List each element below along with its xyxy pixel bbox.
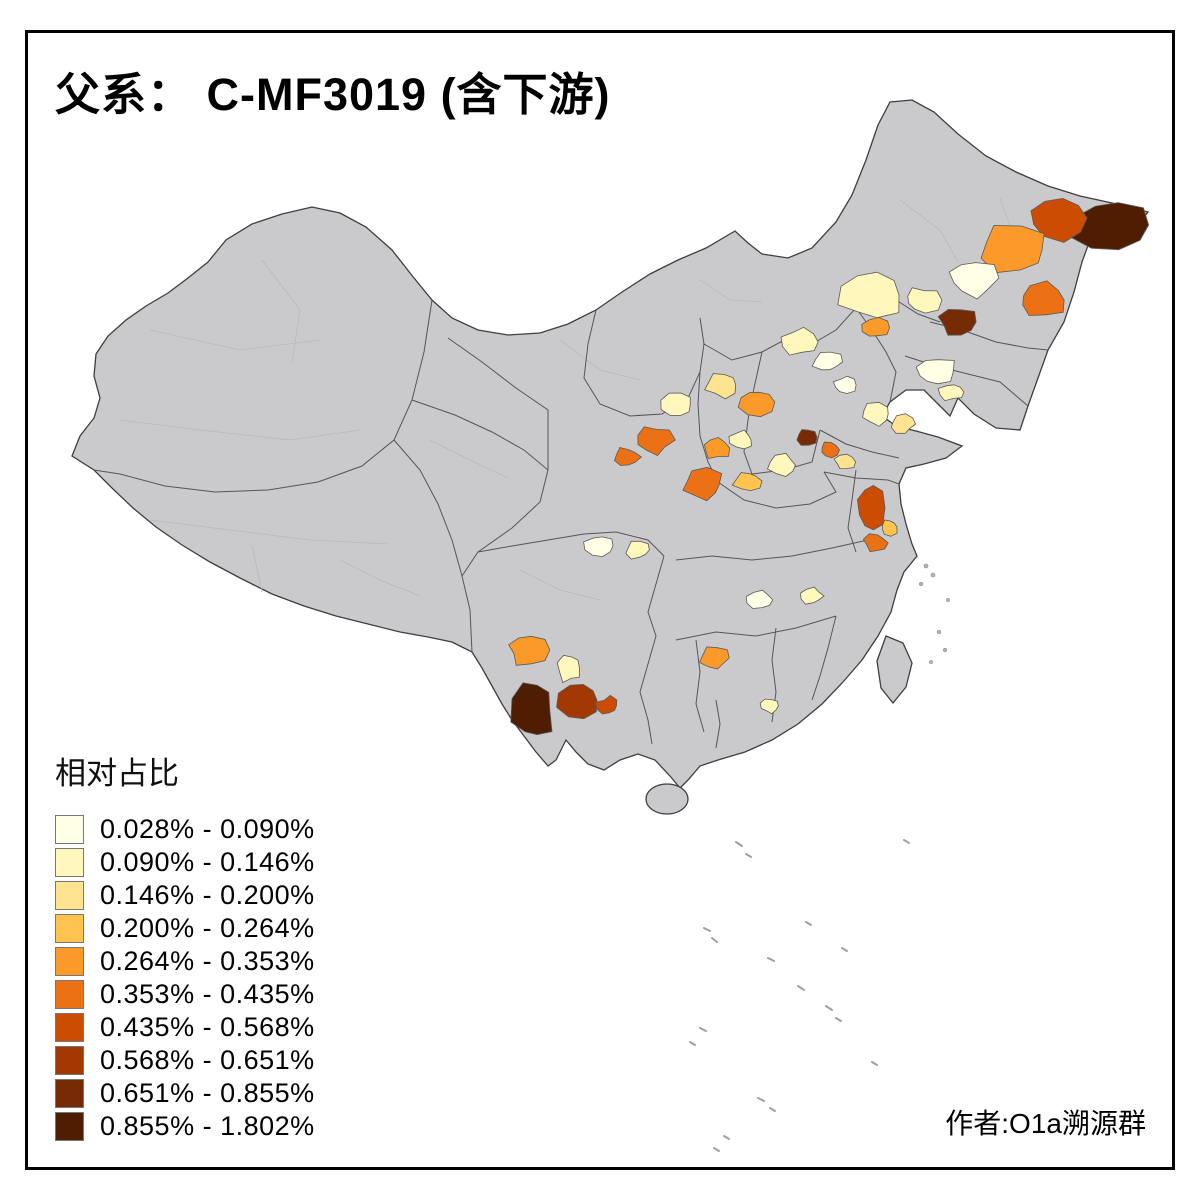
map-region-jilin-east-dark [937,308,977,336]
map-region-beijing-south-pale [832,375,857,394]
legend-class-label: 0.264% - 0.353% [100,946,315,976]
legend-swatch [55,1079,84,1108]
map-region-inner-mongolia-east-pale [837,271,900,319]
map-region-heilongjiang-north [980,225,1045,274]
legend-row: 0.090% - 0.146% [55,846,315,879]
map-region-heilongjiang-ne-inner [1030,197,1088,243]
map-region-jiangsu-mid-orange [862,533,889,553]
legend-row: 0.435% - 0.568% [55,1011,315,1044]
map-region-hubei-east-pale [800,586,825,605]
map-region-hubei-cream [745,589,774,609]
map-region-hebei-south-pale [766,452,796,477]
legend-row: 0.855% - 1.802% [55,1110,315,1143]
legend-swatch [55,815,84,844]
legend-class-label: 0.353% - 0.435% [100,979,315,1009]
figure-title: 父系： C-MF3019 (含下游) [55,69,611,120]
map-region-shanxi-mid-gold [703,436,731,459]
legend-row: 0.651% - 0.855% [55,1077,315,1110]
map-region-sichuan-cream-b [625,540,650,560]
map-region-yunnan-central-brown [556,683,598,720]
prefecture-borders [119,197,1013,601]
legend-swatch [55,1046,84,1075]
legend-row: 0.568% - 0.651% [55,1044,315,1077]
map-region-sichuan-cream-a [583,536,614,558]
choropleth-regions [508,197,1150,736]
map-region-inner-mongolia-east-orange [861,316,890,337]
legend-swatch [55,980,84,1009]
map-region-henan-north-dark [796,429,818,446]
map-region-liaoning-pale-b [937,384,965,402]
china-mainland [71,99,1150,789]
map-region-yunnan-east-orange [595,694,618,715]
map-region-heilongjiang-central [948,262,1000,300]
map-region-shandong-pale-b [890,413,917,434]
map-region-jiangsu-gold [881,519,898,537]
legend-swatch [55,1112,84,1141]
legend-class-label: 0.651% - 0.855% [100,1078,315,1108]
legend-title: 相对占比 [55,756,179,791]
taiwan-island [876,635,913,705]
map-region-liaoning-pale-a [915,359,955,385]
legend-swatch [55,848,84,877]
legend-class-label: 0.200% - 0.264% [100,913,315,943]
attribution: 作者:O1a溯源群 [945,1108,1146,1139]
map-region-yunnan-mid-pale [556,654,580,684]
legend-class-label: 0.028% - 0.090% [100,814,315,844]
legend-class-label: 0.568% - 0.651% [100,1045,315,1075]
legend-swatch [55,881,84,910]
south-china-sea-islands [689,839,910,1152]
map-region-henan-north-orange [821,441,840,459]
legend-row: 0.353% - 0.435% [55,978,315,1011]
map-region-shandong-pale-a [862,401,889,427]
map-region-jiangsu-north-strong [856,485,886,531]
legend-row: 0.200% - 0.264% [55,912,315,945]
legend-row: 0.028% - 0.090% [55,813,315,846]
map-region-shaanxi-orange-a [637,426,676,456]
map-region-jilin-west-pale [907,287,943,314]
legend-row: 0.146% - 0.200% [55,879,315,912]
map-region-shanxi-north-pale [704,373,737,400]
hainan-island [645,783,689,815]
legend-class-label: 0.855% - 1.802% [100,1111,315,1141]
legend-swatch [55,914,84,943]
map-region-shaanxi-north-cream [660,392,691,416]
legend-class-label: 0.435% - 0.568% [100,1012,315,1042]
map-region-hebei-nw-gold [737,391,776,418]
legend-class-label: 0.090% - 0.146% [100,847,315,877]
legend: 相对占比 0.028% - 0.090% 0.090% - 0.146% 0.146… [55,748,315,1143]
map-region-henan-east-pale [833,453,857,470]
map-region-beijing-pale [811,351,844,371]
legend-rows: 0.028% - 0.090% 0.090% - 0.146% 0.146% - 0… [55,813,315,1143]
map-region-guizhou-gold [698,646,730,670]
map-region-ningxia-orange [614,447,643,466]
legend-swatch [55,1013,84,1042]
map-region-yunnan-west-darkest [510,682,553,736]
legend-row: 0.264% - 0.353% [55,945,315,978]
map-region-hunan-south-pale [759,698,779,715]
map-region-shaanxi-guanzhong-orange [682,466,723,502]
map-region-shanxi-mid-pale [728,429,752,450]
coastal-islets [918,563,950,664]
map-region-heilongjiang-east [1022,280,1065,316]
legend-swatch [55,947,84,976]
map-region-hebei-north-pale [780,326,819,356]
map-region-henan-west-gold [731,472,763,492]
legend-class-label: 0.146% - 0.200% [100,880,315,910]
map-region-yunnan-nw-gold [508,635,551,666]
